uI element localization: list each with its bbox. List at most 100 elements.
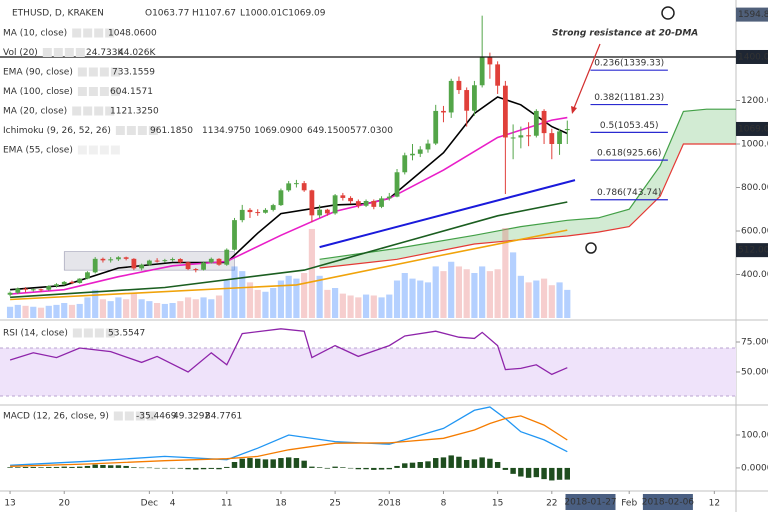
x-marker-label: 2018-02-06	[642, 498, 695, 508]
lead-a-line	[319, 108, 736, 260]
candle-body	[123, 257, 129, 259]
volume-bar	[68, 304, 76, 318]
legend-icon	[105, 28, 115, 38]
trendline	[319, 179, 576, 249]
candle-body	[100, 258, 106, 261]
volume-bar	[208, 299, 215, 318]
volume-bar	[393, 280, 401, 318]
fib-label: 0.5(1053.45)	[600, 121, 659, 131]
legend-icon	[113, 411, 123, 421]
symbol: ETHUSD, D, KRAKEN	[12, 9, 104, 19]
volume-bar	[277, 280, 285, 318]
histogram-bar	[363, 467, 369, 470]
legend-value: 961.1850	[150, 126, 193, 136]
x-tick-label: 25	[329, 499, 340, 509]
x-tick-label: 11	[221, 499, 232, 509]
volume-bar	[192, 299, 199, 318]
volume-bar	[184, 297, 192, 318]
candle-body	[162, 260, 168, 262]
x-tick-label: 20	[59, 499, 71, 509]
candle-body	[518, 135, 524, 138]
legend-icon	[126, 126, 136, 135]
candle-body	[425, 143, 431, 150]
histogram-bar	[115, 465, 122, 468]
volume-bar	[463, 269, 470, 318]
histogram-bar	[107, 465, 114, 468]
legend-icon	[94, 106, 104, 116]
legend-icon	[137, 126, 147, 135]
histogram-bar	[502, 467, 509, 470]
histogram-bar	[285, 457, 292, 468]
volume-bar	[154, 303, 161, 318]
candle-body	[557, 131, 562, 144]
candle-body	[108, 259, 114, 261]
ohlc-readout: C1069.09	[282, 9, 326, 19]
legend-icon	[135, 411, 145, 421]
legend-value: 1069.0900	[254, 126, 303, 136]
candle-body	[15, 288, 21, 293]
histogram-bar	[84, 465, 91, 468]
histogram-bar	[239, 458, 245, 468]
candle-body	[448, 80, 454, 113]
volume-bar	[432, 266, 439, 318]
volume-bar	[540, 278, 548, 318]
candle-body	[394, 172, 400, 197]
y-tick-label: 1000.00	[741, 139, 768, 149]
volume-bar	[177, 301, 184, 318]
candle-body	[441, 110, 446, 113]
volume-bar	[84, 297, 91, 318]
candle-body	[239, 209, 245, 221]
candle-body	[170, 259, 175, 261]
annotation-arrow	[573, 43, 601, 109]
candle-body	[510, 137, 516, 139]
legend-icon	[42, 48, 52, 57]
legend-name: MA (20, close)	[3, 107, 67, 117]
legend-icon	[110, 87, 120, 96]
price-label-box	[736, 49, 768, 64]
histogram-bar	[425, 461, 431, 468]
volume-bar	[115, 297, 122, 318]
fib-label: 0.786(743.74)	[597, 188, 661, 198]
candle-body	[301, 183, 307, 191]
x-tick-label: Feb	[621, 499, 637, 509]
volume-bar	[448, 261, 455, 318]
candle-body	[355, 201, 361, 206]
histogram-bar	[556, 467, 563, 480]
volume-bar	[370, 295, 377, 318]
histogram-bar	[69, 466, 75, 468]
legend-icon	[83, 106, 93, 116]
y-tick-label: 75.0000	[741, 337, 768, 347]
fib-label: 0.382(1181.23)	[594, 93, 664, 103]
legend-name: EMA (90, close)	[3, 68, 73, 78]
volume-bar	[548, 285, 555, 318]
candle-body	[541, 110, 547, 134]
histogram-bar	[541, 467, 547, 480]
volume-bar	[332, 288, 339, 318]
volume-bar	[471, 273, 478, 318]
candle-body	[146, 260, 152, 265]
histogram-bar	[193, 467, 199, 470]
price-label: 512.00	[738, 246, 768, 256]
histogram-bar	[471, 459, 478, 468]
legend-icon	[99, 87, 109, 96]
volume-bar	[123, 299, 130, 318]
lead-b-line	[319, 143, 736, 269]
histogram-bar	[247, 458, 253, 468]
volume-bar	[107, 301, 114, 318]
volume-bar	[308, 228, 315, 318]
legend-icon	[105, 328, 115, 338]
volume-bar	[61, 303, 68, 318]
histogram-bar	[131, 467, 137, 468]
price-label: 1400.00	[738, 52, 768, 62]
candle-body	[549, 133, 555, 144]
histogram-bar	[433, 458, 439, 468]
volume-bar	[494, 269, 501, 318]
volume-bar	[53, 304, 60, 318]
candle-body	[340, 195, 346, 198]
candle-body	[495, 64, 501, 86]
y-tick-label: 600.00	[741, 226, 768, 236]
histogram-bar	[46, 466, 52, 468]
macd-line	[10, 415, 568, 467]
histogram-bar	[177, 467, 184, 469]
histogram-bar	[448, 455, 454, 468]
